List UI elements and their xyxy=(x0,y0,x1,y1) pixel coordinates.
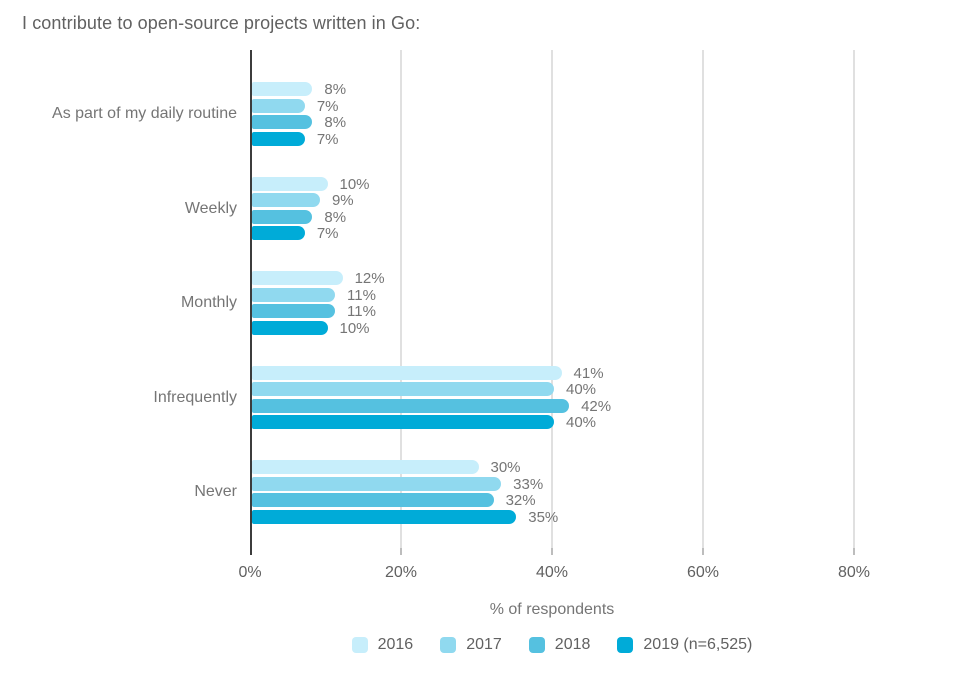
category-label-monthly: Monthly xyxy=(180,294,237,311)
value-label-2019-n-6-525-monthly: 10% xyxy=(339,319,370,337)
gridline-40% xyxy=(551,50,553,548)
value-label-2019-n-6-525-weekly: 7% xyxy=(316,225,339,243)
bar-2016-as-part-of-my-daily-routine xyxy=(252,82,313,97)
gridline-20% xyxy=(400,50,402,548)
bar-2016-infrequently xyxy=(252,365,562,380)
legend-swatch-2017 xyxy=(440,637,457,653)
bar-2018-monthly xyxy=(252,304,336,319)
value-label-2019-n-6-525-never: 35% xyxy=(528,508,559,526)
bar-2017-as-part-of-my-daily-routine xyxy=(252,98,305,113)
legend-item-2019-n-6-525: 2019 (n=6,525) xyxy=(617,636,752,654)
y-axis-line xyxy=(250,50,252,548)
x-axis-title: % of respondents xyxy=(489,601,615,618)
value-label-2018-as-part-of-my-daily-routine: 8% xyxy=(324,114,347,132)
legend-swatch-2018 xyxy=(528,637,545,653)
x-tick-mark-60% xyxy=(702,548,704,555)
category-label-as-part-of-my-daily-routine: As part of my daily routine xyxy=(52,105,237,122)
bar-2016-weekly xyxy=(252,176,328,191)
legend-item-2018: 2018 xyxy=(528,636,591,654)
legend-label-2017: 2017 xyxy=(466,636,502,653)
bar-2019-n-6-525-weekly xyxy=(252,226,305,241)
category-label-never: Never xyxy=(194,483,237,500)
legend-item-2017: 2017 xyxy=(440,636,502,654)
bar-2016-never xyxy=(252,460,479,475)
value-label-2017-monthly: 11% xyxy=(347,286,376,304)
bar-2018-weekly xyxy=(252,209,313,224)
value-label-2019-n-6-525-as-part-of-my-daily-routine: 7% xyxy=(316,130,339,148)
legend-swatch-2016 xyxy=(351,637,368,653)
x-tick-mark-20% xyxy=(400,548,402,555)
x-tick-label-60%: 60% xyxy=(686,564,720,581)
bar-2019-n-6-525-infrequently xyxy=(252,415,554,430)
legend-swatch-2019-n-6-525 xyxy=(617,637,634,653)
bar-2017-monthly xyxy=(252,287,336,302)
bar-2018-as-part-of-my-daily-routine xyxy=(252,115,313,130)
bar-2019-n-6-525-monthly xyxy=(252,320,328,335)
x-tick-label-80%: 80% xyxy=(837,564,871,581)
bar-2019-n-6-525-never xyxy=(252,509,517,524)
value-label-2016-weekly: 10% xyxy=(339,175,370,193)
category-label-weekly: Weekly xyxy=(184,199,237,217)
x-tick-mark-80% xyxy=(853,548,855,555)
value-label-2018-never: 32% xyxy=(505,492,536,510)
x-tick-mark-40% xyxy=(551,548,553,555)
value-label-2018-monthly: 11% xyxy=(347,303,376,321)
plot-area: 8% 7% 8% 7% 10% 9% 8% 7% 12% 11% 11% 10% 41% 40% 42% 40… xyxy=(250,50,855,555)
bar-2018-infrequently xyxy=(252,398,570,413)
bar-2016-monthly xyxy=(252,271,343,286)
value-label-2016-as-part-of-my-daily-routine: 8% xyxy=(324,81,347,99)
chart-title: I contribute to open-source projects wri… xyxy=(22,13,421,33)
value-label-2018-infrequently: 42% xyxy=(581,397,612,415)
x-tick-label-0%: 0% xyxy=(238,564,262,581)
legend-label-2016: 2016 xyxy=(377,636,414,653)
value-label-2017-never: 33% xyxy=(513,475,544,493)
bar-2017-never xyxy=(252,476,502,491)
legend-label-2019-n-6-525: 2019 (n=6,525) xyxy=(643,636,753,653)
bar-2017-infrequently xyxy=(252,382,554,397)
bar-2017-weekly xyxy=(252,193,320,208)
value-label-2017-as-part-of-my-daily-routine: 7% xyxy=(316,97,339,115)
gridline-80% xyxy=(853,50,855,548)
value-label-2017-weekly: 9% xyxy=(331,192,354,210)
value-label-2016-never: 30% xyxy=(490,459,521,477)
value-label-2017-infrequently: 40% xyxy=(566,381,597,399)
x-tick-label-20%: 20% xyxy=(384,564,418,581)
value-label-2016-monthly: 12% xyxy=(354,270,385,288)
bar-2019-n-6-525-as-part-of-my-daily-routine xyxy=(252,131,305,146)
value-label-2019-n-6-525-infrequently: 40% xyxy=(566,414,597,432)
legend-label-2018: 2018 xyxy=(554,636,591,653)
legend: 2016 2017 2018 2019 (n=6,525) xyxy=(250,636,854,654)
value-label-2018-weekly: 8% xyxy=(324,208,347,226)
x-tick-mark-0% xyxy=(250,548,252,555)
x-tick-label-40%: 40% xyxy=(535,564,569,581)
value-label-2016-infrequently: 41% xyxy=(573,364,604,382)
category-label-infrequently: Infrequently xyxy=(153,388,237,406)
gridline-60% xyxy=(702,50,704,548)
bar-2018-never xyxy=(252,493,494,508)
legend-item-2016: 2016 xyxy=(351,636,414,654)
